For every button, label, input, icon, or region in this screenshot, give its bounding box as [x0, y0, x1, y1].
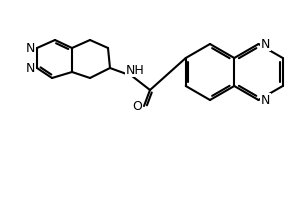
Text: O: O: [132, 99, 142, 112]
Text: NH: NH: [126, 64, 144, 76]
Text: N: N: [261, 38, 270, 50]
Text: N: N: [261, 94, 270, 106]
Text: N: N: [25, 42, 35, 54]
Text: N: N: [25, 62, 35, 74]
